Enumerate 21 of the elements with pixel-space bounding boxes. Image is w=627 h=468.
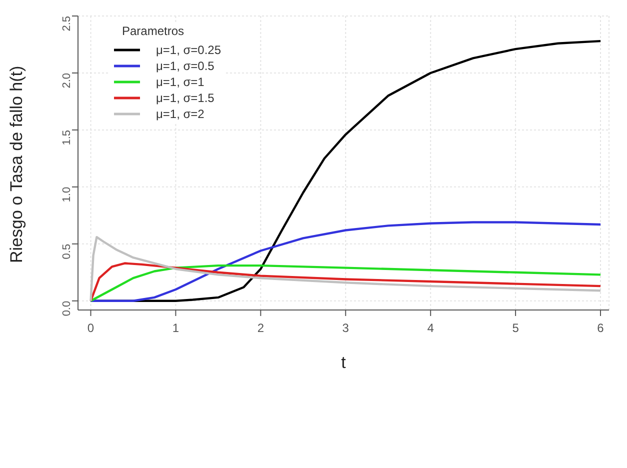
x-tick-label: 0 — [87, 321, 94, 335]
legend-label: μ=1, σ=1 — [156, 75, 204, 89]
y-tick-label: 0.0 — [60, 300, 73, 316]
x-tick-label: 3 — [342, 321, 350, 335]
y-tick-label: 1.0 — [60, 186, 73, 202]
x-tick-label: 5 — [512, 321, 520, 335]
y-axis-title: Riesgo o Tasa de fallo h(t) — [7, 66, 26, 263]
x-tick-label: 6 — [597, 321, 604, 335]
y-tick-label: 2.0 — [60, 72, 73, 88]
x-tick-label: 1 — [172, 321, 180, 335]
legend-label: μ=1, σ=2 — [156, 107, 204, 121]
x-tick-label: 4 — [427, 321, 434, 335]
legend-label: μ=1, σ=0.5 — [156, 59, 214, 73]
legend-label: μ=1, σ=1.5 — [156, 91, 214, 105]
legend-title: Parametros — [122, 24, 186, 38]
y-tick-label: 1.5 — [60, 130, 73, 146]
x-tick-label: 2 — [257, 321, 264, 335]
legend-label: μ=1, σ=0.25 — [156, 43, 222, 57]
y-tick-label: 0.5 — [60, 244, 73, 260]
x-axis-title: t — [341, 353, 346, 372]
y-tick-label: 2.5 — [60, 16, 73, 32]
